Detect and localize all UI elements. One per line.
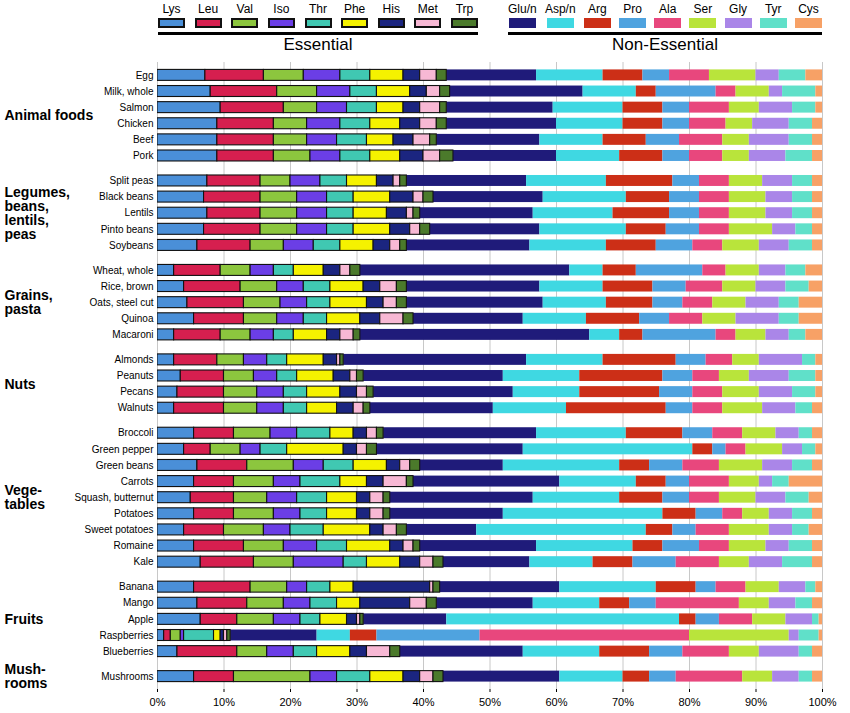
svg-text:Almonds: Almonds [115, 354, 154, 365]
html-text:Pro: Pro [623, 2, 642, 16]
svg-text:Apple: Apple [128, 614, 154, 625]
svg-text:100%: 100% [808, 696, 836, 708]
html-text:Ala: Ala [659, 2, 677, 16]
svg-text:Animal foods: Animal foods [5, 107, 94, 123]
svg-text:Pecans: Pecans [120, 386, 153, 397]
svg-text:Walnuts: Walnuts [118, 402, 154, 413]
svg-text:Fruits: Fruits [5, 611, 44, 627]
svg-text:Squash, butternut: Squash, butternut [75, 492, 154, 503]
svg-text:Green beans: Green beans [96, 460, 154, 471]
svg-text:Salmon: Salmon [120, 102, 154, 113]
svg-text:10%: 10% [213, 696, 235, 708]
svg-text:Nuts: Nuts [5, 376, 36, 392]
html-text:Iso: Iso [273, 2, 290, 16]
svg-text:Lentils: Lentils [125, 207, 154, 218]
html-text:Phe: Phe [343, 2, 366, 16]
html-text:Cys: Cys [798, 2, 819, 16]
svg-text:Vege-tables: Vege-tables [5, 482, 46, 512]
html-text:Essential: Essential [283, 35, 353, 54]
svg-text:Pork: Pork [133, 150, 155, 161]
svg-text:90%: 90% [745, 696, 767, 708]
html-text:Gly: Gly [729, 2, 748, 16]
svg-text:Chicken: Chicken [117, 118, 153, 129]
svg-text:50%: 50% [479, 696, 501, 708]
svg-text:Sweet potatoes: Sweet potatoes [85, 524, 154, 535]
svg-text:Wheat, whole: Wheat, whole [93, 265, 154, 276]
html-text:Lys: Lys [162, 2, 181, 16]
html-text:Tyr: Tyr [765, 2, 782, 16]
svg-text:Peanuts: Peanuts [117, 370, 154, 381]
svg-text:Quinoa: Quinoa [121, 313, 154, 324]
svg-text:Milk, whole: Milk, whole [104, 86, 154, 97]
svg-text:Raspberries: Raspberries [100, 630, 154, 641]
html-text:Val: Val [236, 2, 253, 16]
svg-text:Carrots: Carrots [121, 476, 154, 487]
svg-text:Mush-rooms: Mush-rooms [5, 661, 48, 691]
svg-text:Pinto beans: Pinto beans [101, 224, 154, 235]
svg-text:Soybeans: Soybeans [109, 240, 153, 251]
svg-text:40%: 40% [412, 696, 434, 708]
html-text:Trp: Trp [455, 2, 474, 16]
svg-text:Green pepper: Green pepper [92, 444, 154, 455]
svg-text:30%: 30% [346, 696, 368, 708]
svg-text:Romaine: Romaine [113, 540, 153, 551]
svg-text:0%: 0% [150, 696, 166, 708]
svg-text:Legumes,beans,lentils,peas: Legumes,beans,lentils,peas [5, 184, 70, 242]
svg-text:Potatoes: Potatoes [114, 508, 153, 519]
html-text:Met: Met [417, 2, 438, 16]
svg-text:Oats, steel cut: Oats, steel cut [90, 297, 154, 308]
svg-text:Mushrooms: Mushrooms [101, 671, 153, 682]
svg-text:Grains,pasta: Grains,pasta [5, 287, 53, 317]
html-text:Asp/n: Asp/n [544, 2, 576, 16]
html-text:Leu: Leu [198, 2, 219, 16]
svg-text:Split peas: Split peas [110, 175, 154, 186]
svg-text:Kale: Kale [133, 556, 153, 567]
svg-text:Blueberries: Blueberries [103, 646, 154, 657]
svg-text:20%: 20% [279, 696, 301, 708]
html-text:Glu/n: Glu/n [508, 2, 537, 16]
svg-text:Banana: Banana [119, 581, 154, 592]
html-text:Non-Essential: Non-Essential [612, 35, 718, 54]
html-text:Thr: Thr [309, 2, 327, 16]
html-text:His: His [382, 2, 400, 16]
svg-text:Beef: Beef [133, 134, 154, 145]
svg-text:Broccoli: Broccoli [118, 427, 154, 438]
svg-text:Black beans: Black beans [99, 191, 153, 202]
svg-text:Rice, brown: Rice, brown [101, 281, 154, 292]
svg-text:Egg: Egg [136, 70, 154, 81]
html-text:Ser: Ser [693, 2, 713, 16]
svg-text:70%: 70% [612, 696, 634, 708]
svg-text:80%: 80% [678, 696, 700, 708]
html-text:Arg: Arg [587, 2, 607, 16]
svg-text:Macaroni: Macaroni [112, 329, 153, 340]
svg-text:60%: 60% [545, 696, 567, 708]
svg-text:Mango: Mango [123, 597, 154, 608]
